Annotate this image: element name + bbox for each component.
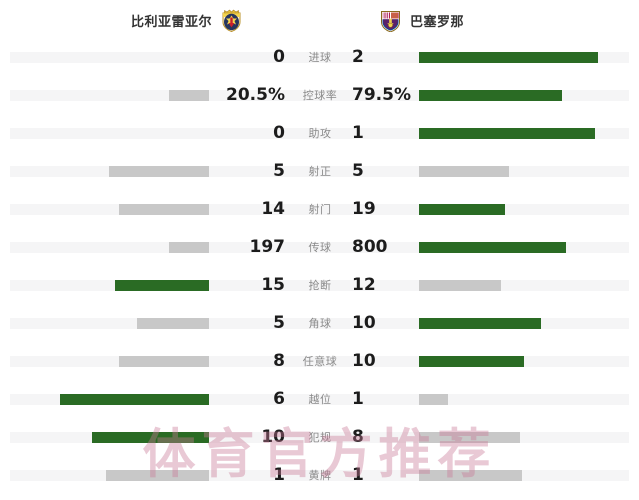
away-bar (419, 166, 509, 177)
home-value: 20.5% (226, 85, 285, 105)
stat-row: 1红牌0 (0, 494, 639, 500)
away-bar (419, 128, 595, 139)
home-bar (106, 470, 209, 481)
home-value: 8 (273, 351, 285, 371)
stat-label: 任意球 (302, 355, 338, 368)
home-value: 197 (249, 237, 286, 257)
home-bar (119, 356, 209, 367)
home-value: 1 (273, 465, 285, 485)
stat-label: 进球 (308, 51, 332, 64)
home-bar (169, 90, 209, 101)
stat-row: 0 助攻 1 (0, 114, 639, 152)
home-value: 14 (261, 199, 285, 219)
stat-label: 射门 (308, 203, 332, 216)
away-bar (419, 318, 541, 329)
stat-label: 抢断 (308, 279, 332, 292)
away-bar (419, 242, 566, 253)
stat-label: 控球率 (302, 89, 338, 102)
stat-row: 0 进球 2 (0, 38, 639, 76)
stat-row: 197 传球 800 (0, 228, 639, 266)
away-value: 1 (352, 465, 364, 485)
home-bar (60, 394, 209, 405)
stat-label: 射正 (308, 165, 332, 178)
away-bar (419, 280, 501, 291)
away-value: 1 (352, 123, 364, 143)
stat-row: 20.5% 控球率 79.5% (0, 76, 639, 114)
away-value: 12 (352, 275, 376, 295)
home-bar (109, 166, 209, 177)
stat-row-track (10, 204, 629, 215)
stat-row-track (10, 52, 629, 63)
stat-label: 助攻 (308, 127, 332, 140)
away-value: 5 (352, 161, 364, 181)
home-bar (92, 432, 209, 443)
away-bar (419, 90, 562, 101)
stat-label: 越位 (308, 393, 332, 406)
home-value: 0 (273, 47, 285, 67)
home-value: 5 (273, 313, 285, 333)
home-bar (115, 280, 209, 291)
away-bar (419, 52, 598, 63)
stat-row-track (10, 394, 629, 405)
away-bar (419, 394, 448, 405)
stat-row: 14 射门 19 (0, 190, 639, 228)
home-team: 比利亚雷亚尔 (131, 9, 242, 32)
stat-row-track (10, 128, 629, 139)
home-value: 6 (273, 389, 285, 409)
stat-row: 6 越位 1 (0, 380, 639, 418)
stat-row-track (10, 318, 629, 329)
home-bar (119, 204, 209, 215)
match-header: 比利亚雷亚尔 (0, 0, 639, 38)
away-bar (419, 356, 524, 367)
away-value: 800 (352, 237, 388, 257)
stat-label: 黄牌 (308, 469, 332, 482)
stat-label: 角球 (308, 317, 332, 330)
villarreal-crest-icon (221, 9, 242, 32)
away-value: 19 (352, 199, 376, 219)
stat-row-track (10, 166, 629, 177)
away-team: 巴塞罗那 (380, 9, 464, 32)
away-bar (419, 470, 522, 481)
away-value: 10 (352, 351, 376, 371)
home-team-name: 比利亚雷亚尔 (131, 15, 213, 30)
home-bar (169, 242, 209, 253)
stat-row: 5 射正 5 (0, 152, 639, 190)
stats-rows: 0 进球 2 20.5% 控球率 79.5% 0 助攻 1 5 射正 5 14 射门 19 197 传球 800 1… (0, 38, 639, 500)
away-bar (419, 204, 505, 215)
stat-label: 传球 (308, 241, 332, 254)
home-value: 0 (273, 123, 285, 143)
away-value: 79.5% (352, 85, 411, 105)
away-value: 10 (352, 313, 376, 333)
stat-row: 15 抢断 12 (0, 266, 639, 304)
away-value: 2 (352, 47, 364, 67)
stat-row: 1 黄牌 1 (0, 456, 639, 494)
stat-row-track (10, 432, 629, 443)
away-value: 1 (352, 389, 364, 409)
home-value: 5 (273, 161, 285, 181)
stat-row-track (10, 356, 629, 367)
stat-row-track (10, 90, 629, 101)
barcelona-crest-icon (380, 9, 401, 32)
stat-row: 10 犯规 8 (0, 418, 639, 456)
stat-row: 8 任意球 10 (0, 342, 639, 380)
home-value: 15 (261, 275, 285, 295)
away-value: 8 (352, 427, 364, 447)
away-bar (419, 432, 520, 443)
home-bar (137, 318, 209, 329)
stat-row: 5 角球 10 (0, 304, 639, 342)
stat-row-track (10, 280, 629, 291)
stat-row-track (10, 470, 629, 481)
stat-row-track (10, 242, 629, 253)
away-team-name: 巴塞罗那 (410, 15, 465, 30)
stat-label: 犯规 (308, 431, 332, 444)
home-value: 10 (261, 427, 285, 447)
